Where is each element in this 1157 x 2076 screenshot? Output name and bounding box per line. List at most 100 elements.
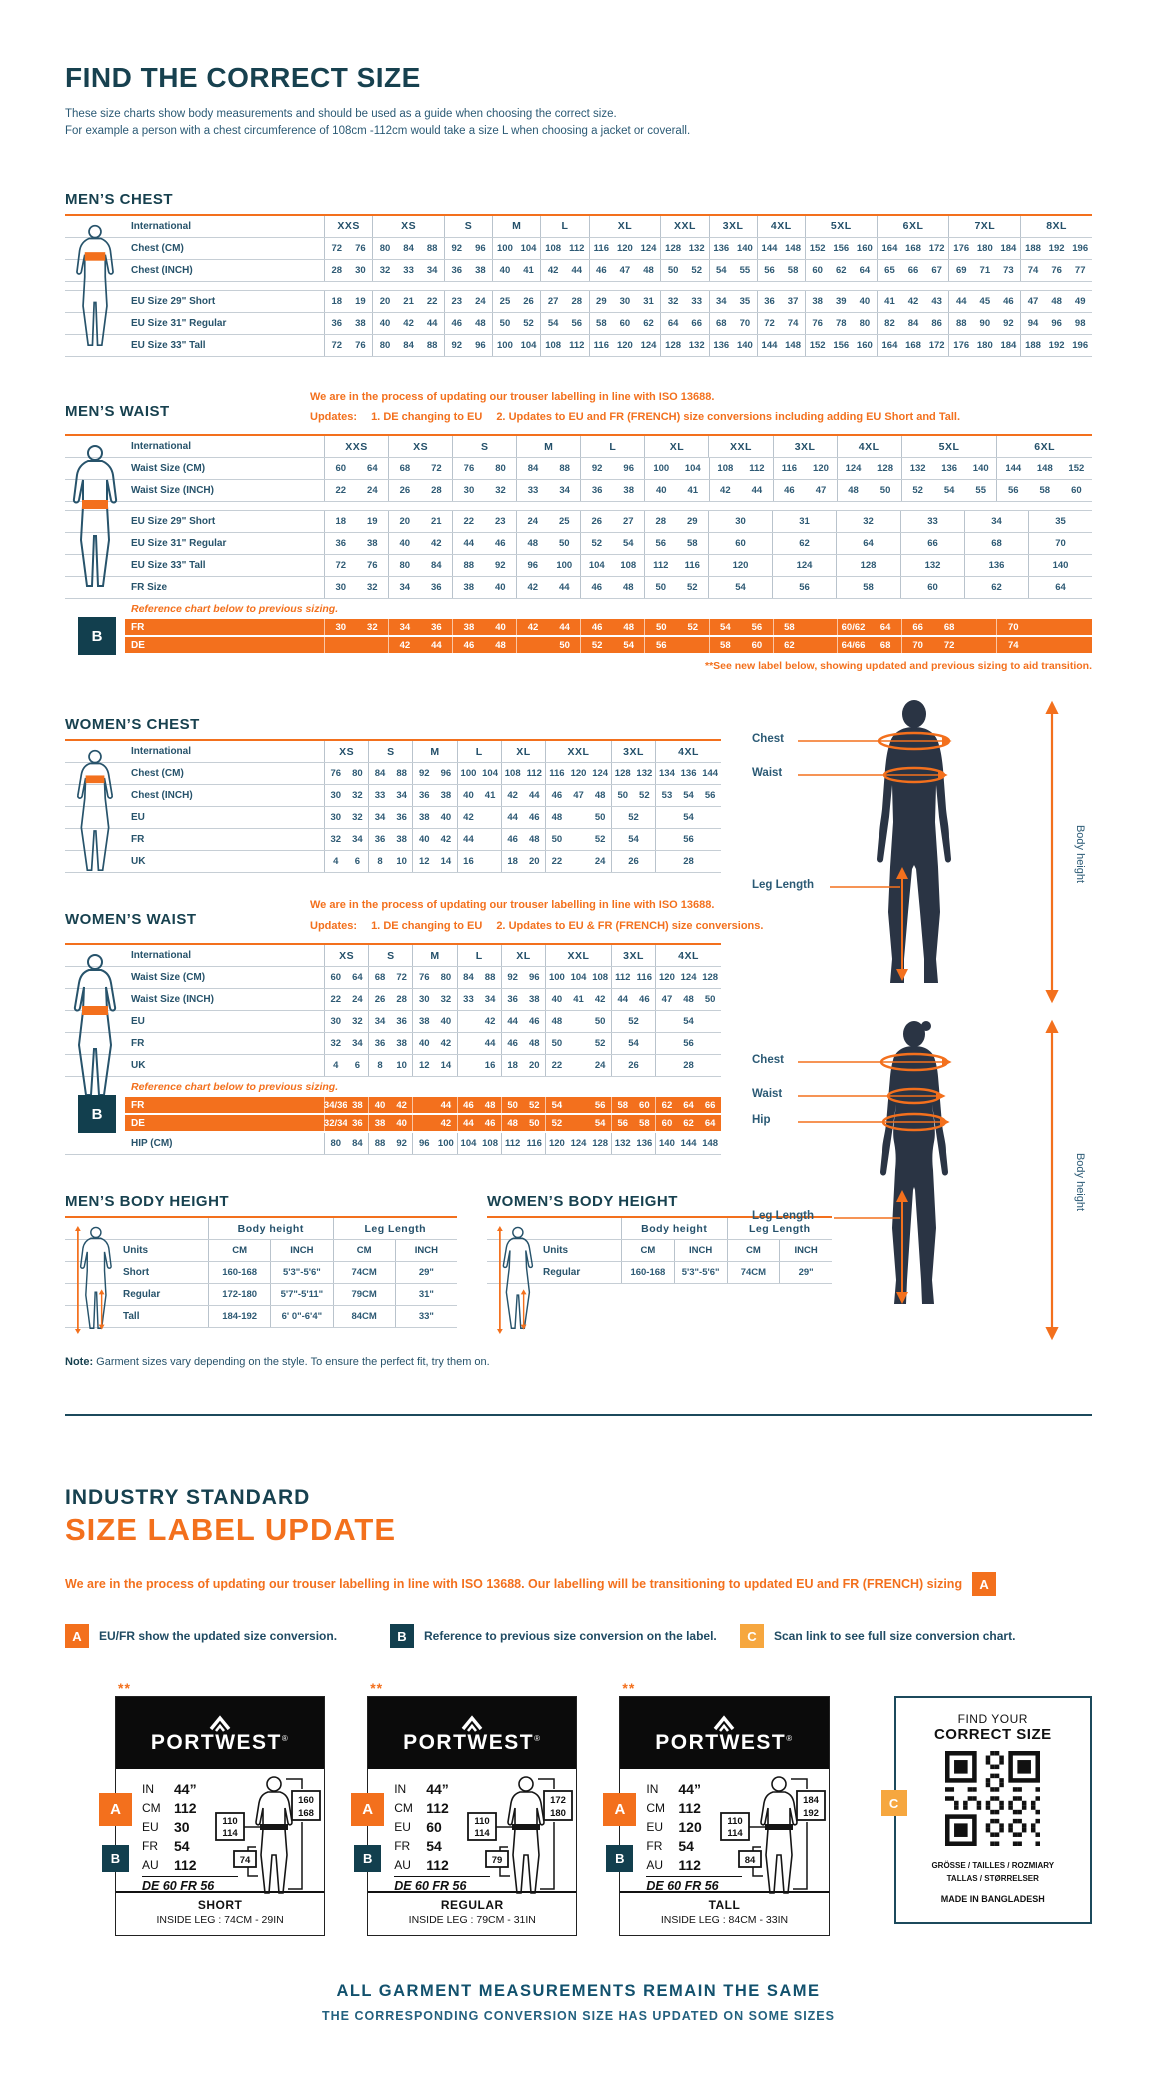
table-cell: 168 (905, 242, 921, 254)
label-body: IN 44” CM 112 EU 30 FR 54 AU 112 DE 60 FR 56 110 11… (116, 1769, 324, 1894)
table-cell: 64/66 (837, 637, 870, 654)
table-cell: 132 (685, 334, 710, 356)
table-cell: 124 (637, 237, 662, 259)
table-cell: 32 (667, 295, 679, 307)
table-cell: 76 (812, 317, 823, 329)
table-cell: 37 (781, 290, 806, 312)
table-cell: 128 (589, 1133, 612, 1155)
table-cell: 32 (330, 1038, 342, 1050)
table-cell: INCH (794, 1245, 818, 1257)
industry-heading-line1: INDUSTRY STANDARD (65, 1486, 311, 1510)
table-cell: 40 (369, 1097, 391, 1114)
table-cell: 148 (1036, 463, 1053, 475)
table-cell: 25 (549, 511, 581, 533)
table-cell: 3XL (612, 945, 657, 967)
table-cell (568, 829, 590, 850)
table-cell: 54 (547, 317, 559, 329)
table-cell: 132 (634, 763, 657, 785)
table-cell: 98 (1074, 317, 1086, 329)
table-cell: 152 (809, 242, 826, 254)
table-cell (458, 1033, 480, 1054)
industry-heading-line2: SIZE LABEL UPDATE (65, 1512, 397, 1548)
row-label: Short (117, 1262, 209, 1284)
table-cell: 140 (659, 1138, 675, 1150)
table-cell: 188 (1025, 242, 1041, 254)
table-cell: 32 (330, 834, 342, 846)
table-cell: 65 (884, 264, 895, 276)
asterisks: ** (370, 1680, 384, 1697)
table-cell: 36 (418, 790, 430, 802)
table-cell: 116 (593, 242, 609, 254)
reference-note: Reference chart below to previous sizing… (131, 1081, 339, 1094)
table-cell: 96 (1051, 317, 1062, 329)
table-cell: 48 (551, 1016, 563, 1028)
previous-sizing: DE 60 FR 56 (142, 1879, 215, 1894)
table-row: EU 30 32 34 36 38 40 42 44 46 48 50 52 54 (65, 807, 721, 830)
table-cell: 160 (853, 237, 878, 259)
qr-code (945, 1751, 1041, 1851)
table-cell: 60 (812, 264, 823, 276)
badge-c-icon: C (740, 1624, 764, 1649)
table-gutter (65, 763, 125, 784)
table-cell: 47 (619, 264, 631, 276)
table-cell: 24 (469, 290, 494, 312)
table-cell: L (541, 215, 590, 237)
table-cell: 42 (435, 829, 458, 851)
table-cell (356, 637, 390, 654)
table-cell: 42 (517, 619, 549, 636)
table-cell: 58 (709, 637, 742, 654)
table-cell (677, 637, 710, 654)
table-cell: S (453, 436, 518, 458)
row-label: FR (125, 1097, 325, 1114)
table-cell: 76 (1051, 264, 1062, 276)
table-cell: 40 (379, 317, 391, 329)
table-row: EU Size 33" Tall 72 76 80 84 88 92 96 100 104 108 1… (65, 334, 1092, 357)
table-cell: 58 (596, 317, 607, 329)
table-cell: 36 (391, 1011, 414, 1033)
qr-languages-line1: GRÖSSE / TAILLES / ROZMIARY (931, 1861, 1055, 1871)
table-cell: 128 (702, 972, 719, 984)
table-cell: 88 (420, 334, 445, 356)
table-cell: S (369, 945, 414, 967)
table-cell: 56 (565, 312, 590, 334)
table-cell: 108 (589, 967, 612, 989)
table-cell: 58 (781, 259, 806, 281)
table-cell: XXL (546, 945, 612, 967)
table-cell: 22 (551, 856, 563, 868)
table-cell: 7XL (949, 215, 1022, 237)
table-cell: 94 (1027, 317, 1039, 329)
table-cell: 54 (683, 1016, 694, 1028)
table-cell: 116 (549, 768, 565, 780)
table-cell (567, 1115, 590, 1132)
table-cell: 60 (619, 317, 631, 329)
table-cell: 56 (655, 538, 667, 550)
table-cell: 116 (634, 967, 657, 989)
table-cell: 60 (1071, 485, 1082, 497)
table-cell: 136 (634, 1133, 657, 1155)
table-cell: 100 (497, 339, 513, 351)
update-note-line2: Updates: 1. DE changing to EU 2. Updates t… (310, 920, 764, 933)
badge-b-icon: B (606, 1845, 634, 1873)
table-cell: 38 (349, 312, 374, 334)
table-gutter (65, 967, 125, 988)
table-cell: 3XL (710, 215, 758, 237)
table-cell: 44 (955, 295, 967, 307)
table-cell: 92 (418, 768, 430, 780)
table-gutter (487, 1262, 537, 1283)
table-cell (964, 637, 998, 654)
table-cell: 84 (403, 242, 414, 254)
table-gutter (65, 741, 125, 762)
table-cell: 112 (653, 560, 669, 572)
table-gutter (65, 1218, 117, 1239)
table-cell: 54 (683, 812, 694, 824)
table-cell: 32 (379, 264, 391, 276)
table-cell: 52 (912, 485, 923, 497)
update-note-line1: We are in the process of updating our tr… (310, 899, 715, 912)
table-cell: 30 (335, 582, 347, 594)
table-row: DE 32/34 36 38 40 42 44 46 48 50 52 54 56 58 60 62 64 (65, 1115, 721, 1134)
fit-name: TALL (708, 1898, 741, 1913)
table-cell: 36 (391, 807, 414, 829)
table-cell: 26 (591, 516, 603, 528)
table-cell: 160 (853, 334, 878, 356)
label-measurements: IN 44” CM 112 EU 30 FR 54 AU 112 DE 60 FR 56 (142, 1779, 238, 1893)
